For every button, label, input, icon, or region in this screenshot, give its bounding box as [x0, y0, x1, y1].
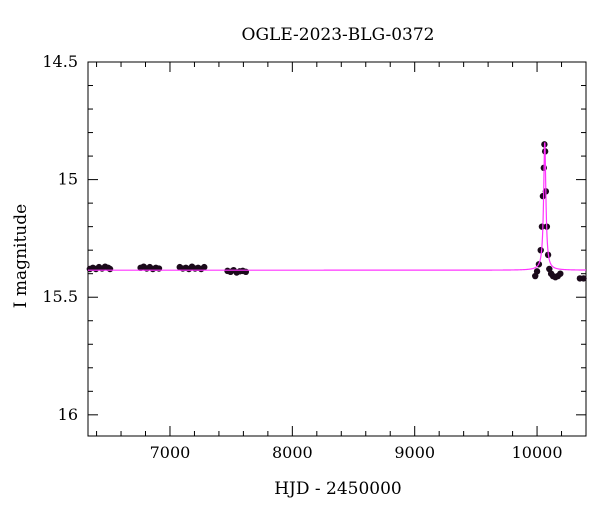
model-curve — [88, 142, 586, 271]
plot-frame — [87, 61, 587, 437]
x-tick-label: 10000 — [512, 443, 563, 462]
data-point — [580, 275, 587, 282]
chart-title: OGLE-2023-BLG-0372 — [242, 25, 435, 45]
data-point — [538, 223, 546, 230]
y-tick-label: 16 — [58, 405, 78, 424]
data-point — [539, 192, 547, 200]
y-axis-label: I magnitude — [11, 204, 31, 308]
x-tick-label: 8000 — [272, 443, 313, 462]
plot-area: 7000 8000 9000 10000 14.5 15 15.5 16 — [42, 52, 587, 462]
y-tick-label: 14.5 — [42, 52, 78, 71]
data-point — [557, 270, 564, 277]
y-tick-label: 15 — [58, 170, 78, 189]
x-axis-label: HJD - 2450000 — [274, 479, 402, 499]
x-tick-label: 9000 — [394, 443, 435, 462]
data-point — [533, 268, 541, 275]
data-point — [201, 263, 208, 271]
x-tick-label: 7000 — [150, 443, 191, 462]
data-point — [537, 246, 544, 254]
data-point — [106, 265, 114, 273]
y-tick-label: 15.5 — [42, 287, 78, 306]
